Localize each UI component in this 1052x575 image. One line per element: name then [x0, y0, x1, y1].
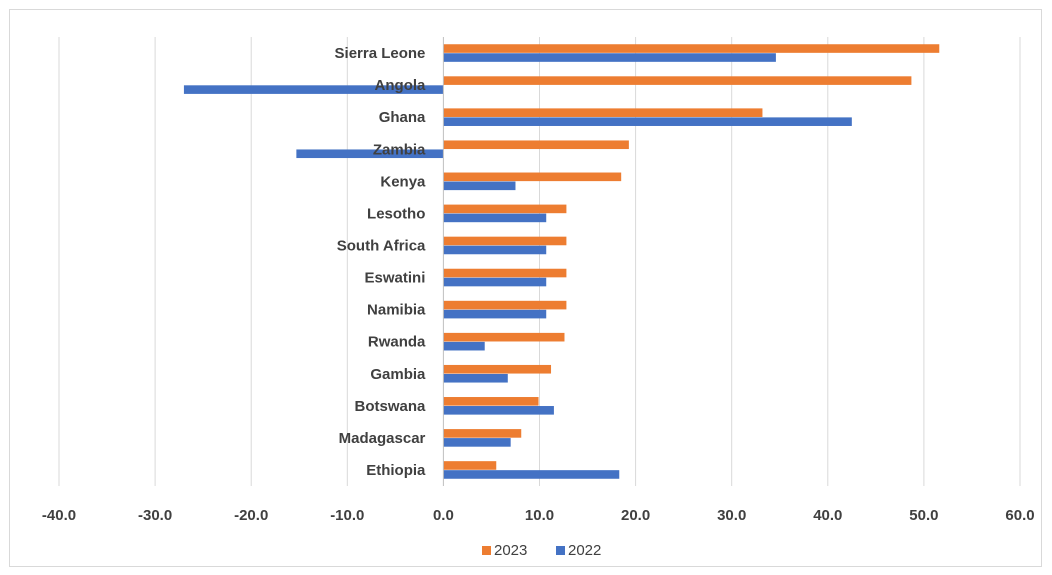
- x-tick-label: -30.0: [138, 507, 172, 524]
- bar-2022-namibia: [443, 309, 547, 319]
- legend-swatch-2022: [556, 546, 565, 555]
- x-tick-label: 10.0: [525, 507, 554, 524]
- x-tick-label: 0.0: [433, 507, 454, 524]
- category-label: Eswatini: [365, 270, 426, 287]
- bar-2022-gambia: [443, 373, 508, 383]
- bar-2023-angola: [443, 76, 912, 85]
- bar-2022-eswatini: [443, 277, 547, 287]
- bar-2022-lesotho: [443, 213, 547, 223]
- x-axis-tick-labels: -40.0 -30.0 -20.0 -10.0 0.0 10.0 20.0 30.0 40.0 5…: [42, 507, 1035, 524]
- category-label: Namibia: [367, 302, 426, 319]
- legend: 2023 2022: [482, 542, 601, 559]
- bars: [183, 44, 940, 479]
- category-label: Kenya: [380, 173, 426, 190]
- category-label: Ghana: [379, 109, 426, 126]
- legend-label-2023: 2023: [494, 542, 527, 559]
- category-label: Angola: [375, 77, 426, 94]
- bar-2023-lesotho: [443, 204, 567, 214]
- bar-2023-ghana: [443, 108, 763, 117]
- category-label: Madagascar: [339, 430, 426, 447]
- category-label: Botswana: [355, 398, 427, 415]
- bar-2023-botswana: [443, 397, 539, 406]
- bar-2023-south-africa: [443, 236, 567, 246]
- bar-2022-south-africa: [443, 245, 547, 255]
- category-label: Rwanda: [368, 334, 426, 351]
- bar-2022-zambia: [296, 149, 444, 159]
- bar-2022-rwanda: [443, 341, 485, 351]
- x-tick-label: -20.0: [234, 507, 268, 524]
- bar-2023-rwanda: [443, 332, 565, 342]
- category-label: South Africa: [337, 237, 426, 254]
- bar-2023-gambia: [443, 364, 552, 374]
- category-labels: Sierra Leone Angola Ghana Zambia Kenya Lesoth…: [335, 45, 427, 479]
- category-label: Sierra Leone: [335, 45, 426, 62]
- legend-swatch-2023: [482, 546, 491, 555]
- bar-2023-sierra-leone: [443, 44, 940, 53]
- bar-2023-eswatini: [443, 268, 567, 278]
- bar-2022-ghana: [443, 117, 852, 126]
- bar-2022-sierra-leone: [443, 53, 776, 62]
- category-label: Gambia: [370, 366, 426, 383]
- category-label: Ethiopia: [366, 462, 426, 479]
- legend-label-2022: 2022: [568, 542, 601, 559]
- x-tick-label: -10.0: [330, 507, 364, 524]
- bar-2023-madagascar: [443, 429, 522, 438]
- bar-2022-botswana: [443, 406, 554, 415]
- gridlines: [58, 37, 1021, 486]
- bar-2023-zambia: [443, 140, 629, 150]
- category-label: Lesotho: [367, 205, 425, 222]
- x-tick-label: 40.0: [813, 507, 842, 524]
- bar-2023-namibia: [443, 300, 567, 310]
- bar-2022-ethiopia: [443, 470, 620, 479]
- x-tick-label: -40.0: [42, 507, 76, 524]
- bar-2023-kenya: [443, 172, 622, 182]
- x-tick-label: 50.0: [909, 507, 938, 524]
- x-tick-label: 20.0: [621, 507, 650, 524]
- x-tick-label: 60.0: [1005, 507, 1034, 524]
- x-tick-label: 30.0: [717, 507, 746, 524]
- category-label: Zambia: [373, 141, 426, 158]
- bar-2022-kenya: [443, 181, 516, 191]
- bar-2022-angola: [183, 85, 444, 94]
- bar-2022-madagascar: [443, 438, 511, 447]
- bar-2023-ethiopia: [443, 461, 497, 470]
